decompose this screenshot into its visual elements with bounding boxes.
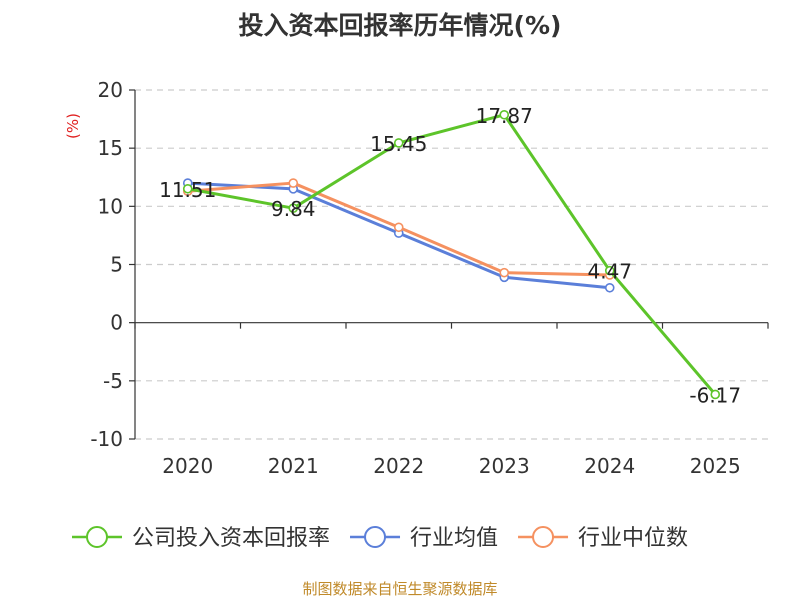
- y-tick-label: 10: [98, 194, 123, 218]
- data-point: [499, 109, 510, 120]
- chart-title: 投入资本回报率历年情况(%): [238, 11, 562, 40]
- data-label: 4.47: [587, 260, 632, 284]
- data-label-layer: 11.51 9.84 15.45 17.87 4.47 -6.17: [159, 104, 741, 408]
- legend-item[interactable]: 公司投入资本回报率: [72, 526, 330, 551]
- data-point: [182, 183, 193, 194]
- y-tick-label: 0: [110, 311, 123, 335]
- data-label: 9.84: [271, 197, 316, 221]
- y-tick-label: 20: [98, 78, 123, 102]
- data-point: [499, 267, 510, 278]
- legend-label: 行业均值: [410, 526, 498, 551]
- data-point: [393, 222, 404, 233]
- y-tick-label: -5: [103, 369, 123, 393]
- legend-marker: [86, 526, 108, 548]
- data-point: [710, 389, 721, 400]
- x-tick-label: 2024: [584, 454, 635, 478]
- data-point: [604, 282, 615, 293]
- data-point: [393, 138, 404, 148]
- data-point: [288, 203, 299, 213]
- legend-marker: [364, 526, 387, 548]
- x-tick-label: 2020: [162, 454, 213, 478]
- data-point: [604, 265, 615, 276]
- x-tick-label: 2025: [690, 454, 741, 478]
- x-tick-label: 2022: [373, 454, 424, 478]
- legend-item[interactable]: 行业中位数: [518, 526, 688, 551]
- legend-marker: [532, 526, 555, 548]
- data-label: 11.51: [159, 178, 216, 202]
- legend[interactable]: 公司投入资本回报率 行业均值 行业中位数: [72, 526, 688, 551]
- series-layer: [182, 109, 721, 400]
- axis-layer: -10 -5 0 5 10 15 20 (%) 2020 2021 2022 2023 2024 2025: [64, 78, 769, 478]
- data-label: 17.87: [476, 104, 533, 128]
- data-label: 15.45: [370, 132, 427, 156]
- series-line: [187, 113, 717, 396]
- x-tick-label: 2023: [479, 454, 530, 478]
- grid-layer: [135, 89, 768, 440]
- y-tick-label: -10: [90, 427, 123, 451]
- x-tick-label: 2021: [268, 454, 319, 478]
- y-axis-label: (%): [64, 113, 82, 139]
- legend-item[interactable]: 行业均值: [350, 526, 498, 551]
- legend-label: 行业中位数: [578, 526, 688, 551]
- legend-label: 公司投入资本回报率: [132, 526, 330, 551]
- data-point: [288, 178, 299, 188]
- y-tick-label: 5: [110, 253, 123, 277]
- data-label: -6.17: [689, 383, 741, 407]
- data-source-note: 制图数据来自恒生聚源数据库: [302, 580, 498, 598]
- y-tick-label: 15: [98, 136, 123, 160]
